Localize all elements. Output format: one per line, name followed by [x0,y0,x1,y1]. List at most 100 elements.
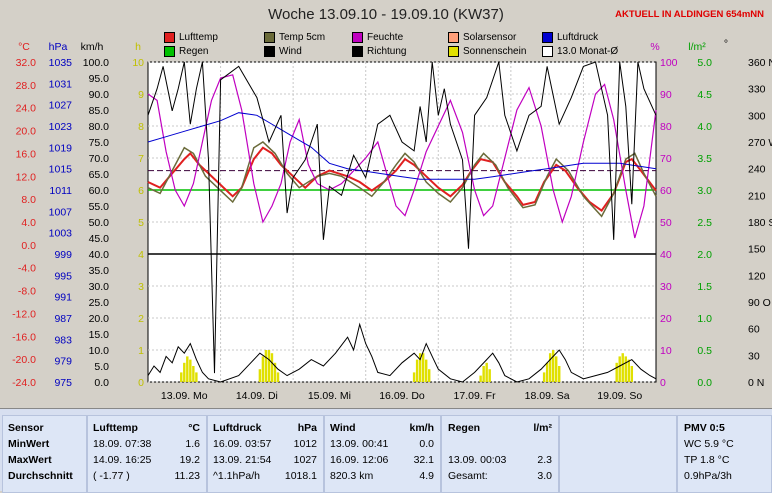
legend-label: Temp 5cm [279,32,326,44]
humidity-axis-tick: 90 [660,89,672,101]
sunshine-bar [189,359,192,382]
sun-axis-tick: 3 [138,281,144,293]
sunshine-bar [276,372,280,382]
legend-swatch [542,46,553,57]
pressure-axis-tick: 995 [54,270,72,282]
direction-axis-tick: 120 [748,270,766,282]
legend-item: Wind [264,46,302,57]
pressure-axis-tick: 999 [54,249,72,261]
humidity-unit: % [650,41,659,53]
luftdruck-max-time: 13.09. 21:54 [213,454,272,466]
stats-panel-regen: Regen l/m² 13.09. 00:03 2.3 Gesamt: 3.0 [441,415,559,493]
direction-axis-tick: 60 [748,324,760,336]
sunshine-bar [428,369,431,382]
temp-axis-tick: 4.0 [21,217,36,229]
pressure-axis-tick: 1007 [49,206,73,218]
stats-header-wind: Wind [330,422,356,434]
temp-axis-tick: -8.0 [18,286,36,298]
sunshine-bar [615,362,618,382]
sunshine-bar [421,353,425,382]
legend-item: Lufttemp [164,32,218,43]
temp-axis-tick: 20.0 [16,126,37,138]
sunshine-bar [545,362,549,382]
pmv-windchill: WC 5.9 °C [684,438,734,450]
legend-swatch [448,46,459,57]
legend-swatch [352,46,363,57]
pressure-axis-tick: 975 [54,377,72,389]
wind-axis-tick: 90.0 [89,89,110,101]
rain-unit: l/m² [688,41,706,53]
legend-item: Luftdruck [542,32,598,43]
chart-area: Woche 13.09.10 - 19.09.10 (KW37) AKTUELL… [12,6,772,402]
sunshine-bar [424,359,428,382]
legend-label: Regen [179,46,209,58]
sunshine-bar [273,362,277,382]
stats-panel-luftdruck: Luftdruck hPa 16.09. 03:57 1012 13.09. 2… [207,415,324,493]
sun-axis-tick: 8 [138,121,144,133]
luftdruck-avg-value: 1018.1 [284,470,317,482]
day-label: 19.09. So [597,390,642,402]
statistics-table: Sensor MinWert MaxWert Durchschnitt Luft… [0,408,772,493]
humidity-axis-tick: 40 [660,249,672,261]
luftdruck-line [147,112,657,180]
sunshine-bar [192,366,195,382]
weather-chart-svg: 32.028.024.020.016.012.08.04.00.0-4.0-8.… [12,38,772,402]
richtung-line [147,61,657,374]
wind-axis-tick: 35.0 [89,265,110,277]
legend-item: Sonnenschein [448,46,526,57]
wind-distance: 820.3 km [330,470,374,482]
pressure-axis-tick: 1015 [49,164,73,176]
rain-axis-tick: 1.0 [697,313,712,325]
pressure-axis-tick: 1003 [49,228,73,240]
sunshine-bar [555,356,558,382]
legend-item: Regen [164,46,208,57]
legend-label: Luftdruck [557,32,599,44]
day-label: 14.09. Di [236,390,278,402]
pressure-axis-tick: 1019 [49,142,73,154]
sun-axis-tick: 10 [132,57,144,69]
wind-axis-tick: 10.0 [89,345,110,357]
direction-axis-tick: 300 [748,110,766,122]
sunshine-bar [482,366,485,382]
sunshine-bar [183,362,186,382]
stats-panel-wind: Wind km/h 13.09. 00:41 0.0 16.09. 12:06 … [324,415,441,493]
luftdruck-min-time: 16.09. 03:57 [213,438,272,450]
rain-axis-tick: 0.0 [697,377,712,389]
wind-axis-tick: 25.0 [89,297,110,309]
stats-panel-empty [559,415,677,493]
direction-axis-tick: 30 [748,350,760,362]
wind-axis-tick: 85.0 [89,105,110,117]
stats-unit-lufttemp: °C [188,422,200,434]
regen-total-label: Gesamt: [448,470,488,482]
direction-axis-tick: 210 [748,190,766,202]
legend-swatch [352,32,363,43]
rain-axis-tick: 0.5 [697,345,712,357]
luftdruck-max-value: 1027 [293,454,317,466]
direction-unit: ° [724,38,728,50]
rain-axis-tick: 5.0 [697,57,712,69]
direction-axis-tick: 150 [748,244,766,256]
temp-axis-tick: 16.0 [16,148,37,160]
direction-axis-tick: 240 [748,164,766,176]
stats-panel-sensor: Sensor MinWert MaxWert Durchschnitt [2,415,87,493]
regen-max-time: 13.09. 00:03 [448,454,507,466]
wind-axis-tick: 30.0 [89,281,110,293]
pmv-dewpoint: TP 1.8 °C [684,454,730,466]
lufttemp-line [147,146,657,212]
legend-swatch [264,46,275,57]
wind-axis-tick: 65.0 [89,169,110,181]
sunshine-bar [186,356,189,382]
stats-header-regen: Regen [448,422,481,434]
day-label: 13.09. Mo [161,390,208,402]
feuchte-line [147,74,657,239]
stats-header-sensor: Sensor [8,422,44,434]
pressure-axis-tick: 1027 [49,100,73,112]
day-label: 17.09. Fr [454,390,497,402]
wind-axis-tick: 100.0 [83,57,109,69]
legend-label: Sonnenschein [463,46,527,58]
sunshine-bar [180,372,183,382]
rain-axis-tick: 4.0 [697,121,712,133]
pressure-axis-tick: 991 [54,292,72,304]
sunshine-bar [551,350,555,382]
direction-axis-tick: 330 [748,84,766,96]
